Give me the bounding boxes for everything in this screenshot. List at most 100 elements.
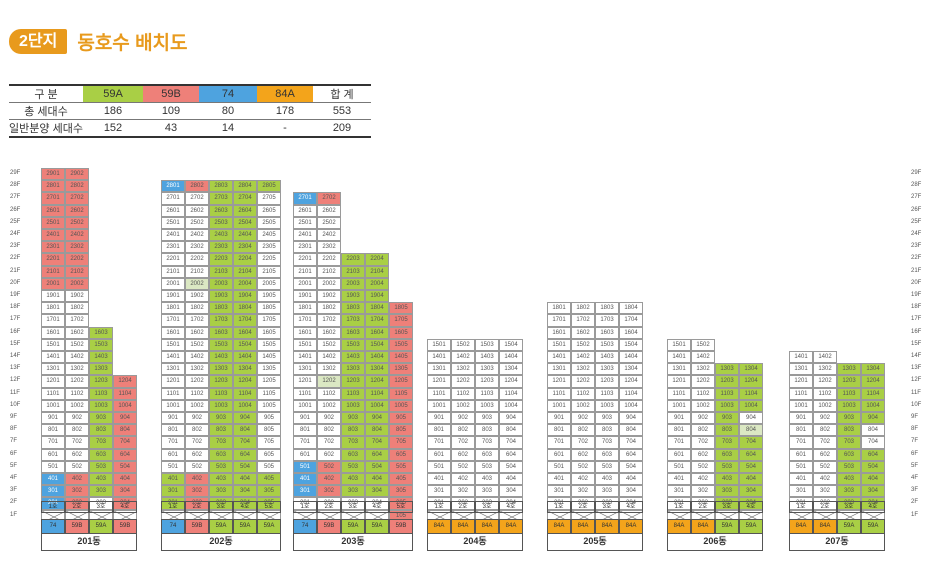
unit-cell: 1101 [293,387,317,400]
unit-cell: 2002 [185,277,209,290]
unit-cell: 1602 [185,326,209,339]
unit-cell: 1601 [547,326,571,339]
unit-cell: 1304 [861,363,885,376]
complex-badge: 2단지 [9,29,68,54]
floor-label: 24F [911,231,922,237]
unit-cell: 1801 [161,302,185,315]
floor-label: 9F [911,414,919,420]
unit-cell: 901 [41,412,65,425]
unit-cell: 304 [619,485,643,498]
unit-cell: 1805 [389,302,413,315]
type-badge: 59A [233,519,257,534]
unit-cell: 1504 [619,338,643,351]
floor-label: 16F [10,328,21,335]
unit-cell: 402 [65,473,89,486]
unit-cell: 703 [475,436,499,449]
unit-cell: 1001 [41,399,65,412]
unit-cell: 1802 [65,302,89,315]
unit-cell: 303 [89,485,113,498]
unit-cell: 1403 [595,351,619,364]
unit-cell: 1004 [861,399,885,412]
unit-cell: 1703 [209,314,233,327]
building-name: 205동 [547,534,643,551]
summary-cell: 109 [143,102,199,120]
unit-cell: 1602 [65,326,89,339]
unit-cell: 2802 [65,180,89,193]
unit-cell: 1203 [209,375,233,388]
unit-cell: 1701 [293,314,317,327]
unit-cell: 2001 [161,277,185,290]
ho-label: 3호 [89,501,113,513]
unit-cell: 2302 [317,241,341,254]
unit-cell: 301 [293,485,317,498]
unit-cell: 1402 [317,351,341,364]
unit-cell: 2201 [41,253,65,266]
unit-cell: 1104 [861,387,885,400]
unit-cell: 2401 [161,229,185,242]
unit-cell: 2101 [41,265,65,278]
unit-cell: 802 [571,424,595,437]
unit-cell: 2102 [65,265,89,278]
unit-cell: 1402 [571,351,595,364]
unit-cell: 2501 [161,216,185,229]
summary-col-59a: 59A [83,84,143,103]
unit-cell: 1205 [389,375,413,388]
ho-label: 4호 [113,501,137,513]
ho-label: 4호 [619,501,643,513]
unit-cell: 401 [789,473,813,486]
unit-cell: 501 [293,460,317,473]
unit-cell: 903 [341,412,365,425]
unit-cell: 1305 [389,363,413,376]
unit-cell: 903 [715,412,739,425]
unit-cell: 1204 [619,375,643,388]
unit-cell: 1701 [41,314,65,327]
unit-cell: 603 [209,448,233,461]
unit-cell: 703 [715,436,739,449]
unit-cell: 902 [185,412,209,425]
floor-label: 5F [911,462,919,469]
ho-label: 3호 [341,501,365,513]
unit-cell: 2702 [185,192,209,205]
unit-cell: 1802 [317,302,341,315]
unit-cell: 303 [209,485,233,498]
unit-cell: 1403 [209,351,233,364]
type-badge: 84A [691,519,715,534]
unit-cell: 1302 [317,363,341,376]
unit-cell: 2602 [317,204,341,217]
unit-cell: 504 [861,460,885,473]
unit-cell: 2704 [233,192,257,205]
unit-cell: 1502 [185,338,209,351]
unit-cell: 1804 [619,302,643,315]
ho-label: 2호 [317,501,341,513]
summary-header-row: 구 분 59A 59B 74 84A 합 계 [9,84,371,103]
ho-label: 4호 [365,501,389,513]
unit-cell: 502 [317,460,341,473]
unit-cell: 2402 [185,229,209,242]
ho-label: 1호 [667,501,691,513]
unit-cell: 603 [89,448,113,461]
unit-cell: 502 [571,460,595,473]
unit-cell: 601 [161,448,185,461]
unit-cell: 303 [837,485,861,498]
unit-cell: 502 [65,460,89,473]
unit-cell: 301 [547,485,571,498]
building-name: 202동 [161,534,281,551]
unit-cell: 1204 [233,375,257,388]
unit-cell: 2501 [293,216,317,229]
unit-cell: 2801 [161,180,185,193]
unit-cell: 304 [499,485,523,498]
unit-cell: 1102 [317,387,341,400]
summary-cell: 14 [199,119,257,138]
unit-cell: 604 [739,448,763,461]
unit-cell: 1104 [365,387,389,400]
unit-cell: 2902 [65,168,89,181]
unit-cell: 903 [89,412,113,425]
unit-cell: 804 [499,424,523,437]
unit-cell: 301 [41,485,65,498]
unit-cell: 401 [161,473,185,486]
unit-cell: 504 [619,460,643,473]
unit-cell: 1201 [427,375,451,388]
unit-cell: 804 [233,424,257,437]
unit-cell: 2101 [293,265,317,278]
building-name: 204동 [427,534,523,551]
